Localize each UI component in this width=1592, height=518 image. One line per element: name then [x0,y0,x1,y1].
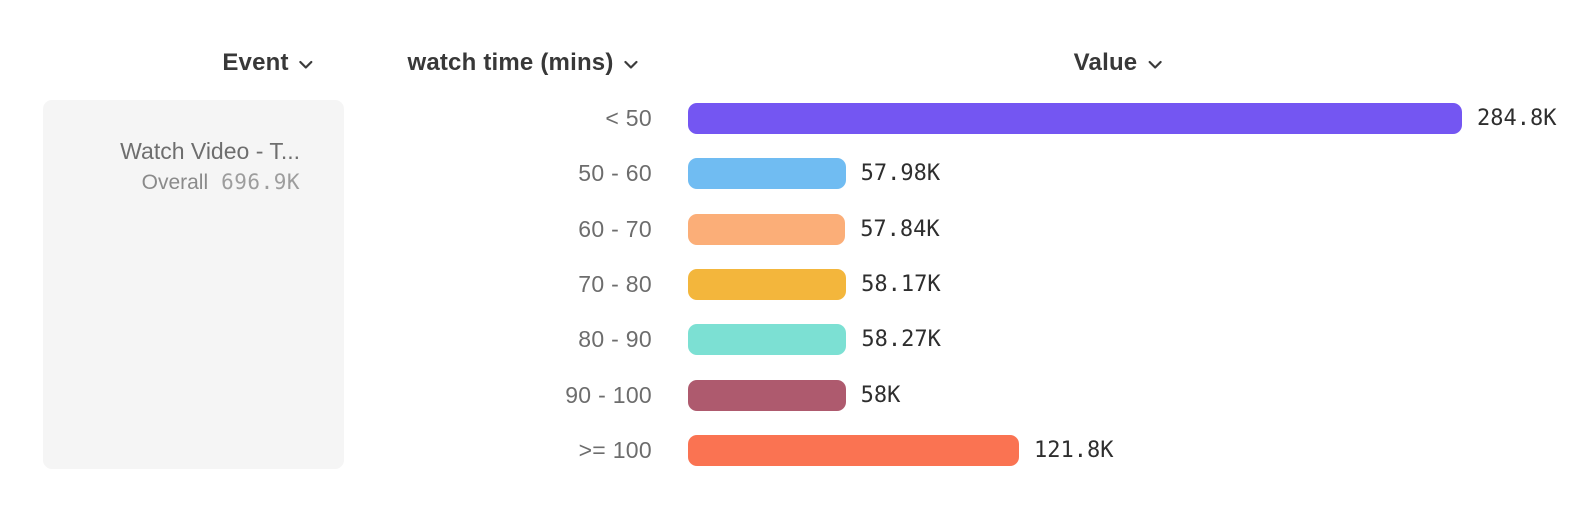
bucket-label: 50 - 60 [578,160,652,187]
bar-row: >= 100 121.8K [0,423,1592,478]
bar-segment[interactable] [688,158,846,190]
bar-row: 50 - 60 57.98K [0,146,1592,201]
bar-chart: < 50 284.8K 50 - 60 57.98K 60 - 70 57.84… [0,91,1592,478]
bar-value: 58.27K [861,327,941,353]
value-column-header[interactable]: Value [1074,48,1163,78]
bucket-label: >= 100 [578,436,652,463]
bar-row: 90 - 100 58K [0,367,1592,422]
event-overall-row: Overall 696.9K [43,170,300,195]
bucket-label: 90 - 100 [565,381,652,408]
bucket-label: 80 - 90 [578,326,652,353]
event-column-header[interactable]: Event [222,48,313,78]
bucket-label: < 50 [605,105,652,132]
bucket-label: 70 - 80 [578,271,652,298]
breakdown-column-header[interactable]: watch time (mins) [407,48,638,78]
bucket-label: 60 - 70 [578,215,652,242]
breakdown-column-label: watch time (mins) [407,49,614,76]
bar-value: 284.8K [1477,106,1557,132]
bar-segment[interactable] [688,103,1462,135]
bar-segment[interactable] [688,379,846,411]
bar-segment[interactable] [688,213,846,245]
chevron-down-icon [299,57,314,70]
event-card[interactable]: Watch Video - T... Overall 696.9K [43,100,344,469]
event-column-label: Event [222,49,289,76]
bar-value: 57.98K [860,161,941,187]
bar-segment[interactable] [688,324,847,356]
chevron-down-icon [1147,57,1162,70]
chevron-down-icon [624,57,639,70]
bar-row: 80 - 90 58.27K [0,312,1592,367]
bar-row: 70 - 80 58.17K [0,257,1592,312]
value-column-label: Value [1073,49,1138,76]
bar-segment[interactable] [688,269,847,301]
bar-segment[interactable] [688,434,1019,466]
overall-label: Overall [141,171,209,194]
bar-value: 57.84K [860,216,940,242]
event-title: Watch Video - T... [120,138,300,164]
bar-value: 58.17K [861,272,941,298]
overall-value: 696.9K [221,170,300,194]
bar-value: 58K [860,382,901,408]
bar-row: 60 - 70 57.84K [0,202,1592,257]
bar-value: 121.8K [1034,437,1114,463]
bar-row: < 50 284.8K [0,91,1592,146]
